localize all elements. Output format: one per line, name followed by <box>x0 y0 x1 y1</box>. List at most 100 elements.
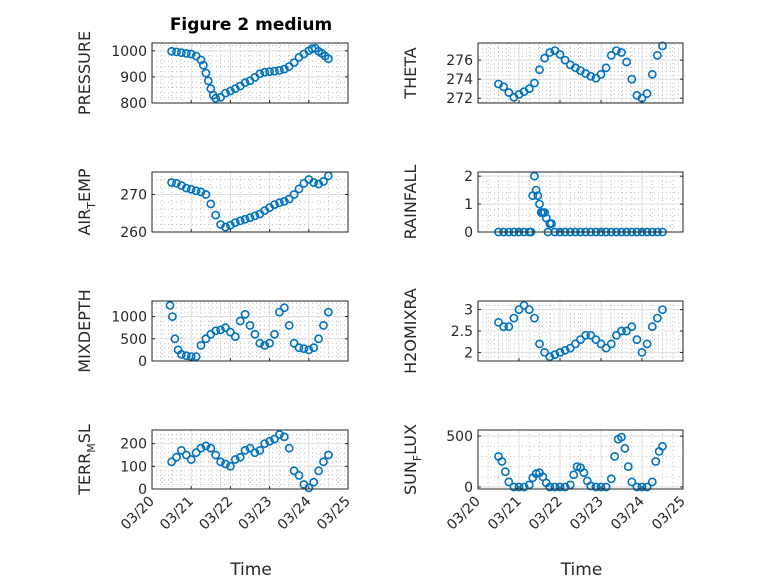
data-point <box>647 70 657 79</box>
data-point <box>319 176 328 186</box>
data-point <box>245 320 255 330</box>
data-point <box>167 178 176 187</box>
data-point <box>279 303 289 313</box>
data-point <box>221 459 230 469</box>
data-point <box>571 339 580 349</box>
data-point <box>203 76 213 86</box>
data-point <box>294 470 304 480</box>
data-point <box>270 66 279 76</box>
y-tick-label: 0 <box>464 225 473 241</box>
data-point <box>260 439 270 448</box>
y-axis-label: H2OMIXRA <box>401 288 420 374</box>
data-point <box>555 482 565 492</box>
data-point <box>591 335 601 344</box>
data-point <box>225 461 235 471</box>
data-point <box>499 82 508 92</box>
data-point <box>260 67 270 77</box>
data-point <box>581 330 590 340</box>
data-point <box>299 344 309 353</box>
data-point <box>497 457 507 466</box>
data-point <box>530 78 539 88</box>
data-point <box>284 443 294 453</box>
data-point <box>647 322 657 332</box>
subplot-h2omixra: 2 2.5 3 H2OMIXRA <box>401 288 684 374</box>
data-point <box>586 71 596 81</box>
data-point <box>632 482 642 492</box>
data-point <box>504 322 514 332</box>
axes-background <box>478 172 683 232</box>
subplot-theta: 272 274 276 THETA <box>401 41 684 107</box>
data-point <box>591 482 601 492</box>
data-point <box>651 457 661 466</box>
data-point <box>181 49 191 58</box>
y-tick-label: 0 <box>138 354 147 370</box>
data-point <box>240 445 250 455</box>
data-point <box>612 46 621 55</box>
data-point <box>181 450 191 460</box>
data-point <box>309 343 319 353</box>
data-point <box>211 326 221 336</box>
data-point <box>172 47 181 57</box>
data-point <box>176 349 186 359</box>
data-point <box>225 86 235 96</box>
data-point <box>304 483 314 493</box>
subplot-air-temp: 260 270 AIRTEMP <box>75 168 349 241</box>
data-point <box>642 89 652 98</box>
data-point <box>509 482 519 492</box>
data-point <box>240 78 250 88</box>
data-point <box>201 334 211 344</box>
y-axis-label: TERRMSL <box>75 424 98 496</box>
data-point <box>201 68 211 78</box>
data-point <box>555 50 565 59</box>
y-tick-label: 0 <box>138 482 147 498</box>
y-axis-label: SUNFLUX <box>401 424 424 495</box>
subplot-mixdepth: 0 500 1000 MIXDEPTH <box>75 289 349 373</box>
subplot-rainfall: 0 1 2 RAINFALL <box>401 165 684 241</box>
y-tick-label: 276 <box>446 53 473 69</box>
data-point <box>535 339 544 349</box>
data-point <box>550 482 560 492</box>
data-point <box>221 88 230 98</box>
data-point <box>524 305 534 314</box>
data-point <box>596 482 606 492</box>
data-point <box>250 448 260 458</box>
data-point <box>245 213 255 223</box>
data-point <box>519 482 529 492</box>
data-point <box>225 327 235 337</box>
data-point <box>627 477 637 487</box>
data-point <box>196 55 206 65</box>
data-point <box>167 46 176 56</box>
data-point <box>547 219 556 228</box>
data-point <box>198 60 208 70</box>
data-point <box>176 48 186 58</box>
data-point <box>235 452 245 462</box>
data-point <box>606 51 616 60</box>
data-point <box>504 477 514 487</box>
data-point <box>540 347 549 357</box>
axes-frame <box>151 171 349 233</box>
data-point <box>211 210 221 220</box>
axes-frame <box>151 42 349 104</box>
data-point <box>201 441 211 451</box>
data-point <box>206 443 216 453</box>
data-point <box>653 51 662 60</box>
data-point <box>533 191 543 201</box>
data-point <box>196 340 206 350</box>
y-tick-label: 274 <box>446 72 473 88</box>
data-point <box>627 74 637 84</box>
data-point <box>284 320 294 330</box>
data-point <box>211 450 221 460</box>
data-point <box>565 343 575 353</box>
axes-frame <box>477 171 684 233</box>
data-point <box>294 343 304 353</box>
data-point <box>191 352 201 361</box>
data-point <box>216 457 225 467</box>
data-point <box>560 482 570 492</box>
data-point <box>658 441 667 451</box>
data-point <box>165 300 175 310</box>
data-point <box>216 325 225 335</box>
data-point <box>186 455 196 464</box>
data-point <box>494 317 503 327</box>
